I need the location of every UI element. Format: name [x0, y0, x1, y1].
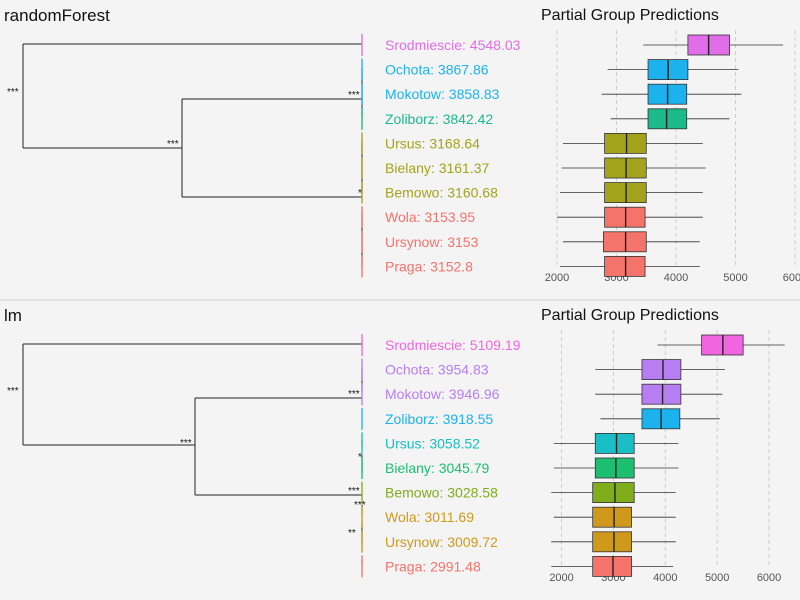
box [594, 457, 635, 479]
merge-significance: *** [354, 500, 366, 511]
merge-significance: ** [348, 528, 356, 539]
group-label: Ochota: 3954.83 [385, 362, 489, 378]
box [604, 255, 646, 277]
box [592, 482, 635, 504]
group-label: Zoliborz: 3842.42 [385, 111, 493, 127]
group-label: Praga: 3152.8 [385, 258, 473, 274]
group-label: Bemowo: 3160.68 [385, 185, 498, 201]
merge-significance: * [358, 452, 362, 463]
x-tick-label: 6000 [783, 272, 800, 284]
x-tick-label: 5000 [723, 272, 747, 284]
box [603, 231, 647, 253]
box [592, 506, 632, 528]
box [641, 359, 682, 381]
merge-significance: *** [180, 438, 192, 449]
box [592, 556, 632, 577]
group-label: Srodmiescie: 5109.19 [385, 337, 521, 353]
x-tick-label: 2000 [545, 272, 569, 284]
merge-significance: *** [7, 386, 19, 397]
panel-1: lm Partial Group Predictions*** **********… [0, 299, 800, 584]
merge-significance: *** [348, 90, 360, 101]
group-label: Ursus: 3058.52 [385, 435, 480, 451]
group-label: Mokotow: 3858.83 [385, 86, 500, 102]
group-label: Mokotow: 3946.96 [385, 386, 500, 402]
panel-0: randomForest Partial Group Predictions***… [4, 6, 800, 284]
merge-significance: *** [7, 87, 19, 98]
group-label: Ursynow: 3153 [385, 234, 479, 250]
group-label: Bemowo: 3028.58 [385, 485, 498, 501]
merge-significance: * [358, 188, 362, 199]
group-label: Ursynow: 3009.72 [385, 534, 498, 550]
box [592, 531, 632, 553]
x-tick-label: 6000 [757, 572, 781, 584]
merge-significance: *** [348, 486, 360, 497]
box [647, 108, 688, 130]
merge-significance: *** [167, 139, 179, 150]
group-label: Bielany: 3045.79 [385, 460, 490, 476]
boxplot-title: Partial Group Predictions [541, 307, 719, 324]
group-label: Ursus: 3168.64 [385, 135, 480, 151]
box [641, 383, 682, 405]
group-label: Wola: 3011.69 [385, 509, 474, 525]
x-tick-label: 2000 [549, 572, 573, 584]
merge-significance: *** [348, 389, 360, 400]
group-label: Bielany: 3161.37 [385, 160, 490, 176]
group-label: Ochota: 3867.86 [385, 62, 489, 78]
x-tick-label: 5000 [705, 572, 729, 584]
group-label: Wola: 3153.95 [385, 209, 475, 225]
group-label: Praga: 2991.48 [385, 558, 481, 574]
x-tick-label: 4000 [653, 572, 677, 584]
panel-title: lm [4, 306, 22, 325]
group-label: Zoliborz: 3918.55 [385, 411, 493, 427]
box [604, 206, 646, 228]
box [604, 132, 647, 154]
x-tick-label: 4000 [664, 272, 688, 284]
group-label: Srodmiescie: 4548.03 [385, 37, 521, 53]
boxplot-title: Partial Group Predictions [541, 7, 719, 24]
panel-title: randomForest [4, 6, 110, 25]
box [594, 432, 635, 454]
